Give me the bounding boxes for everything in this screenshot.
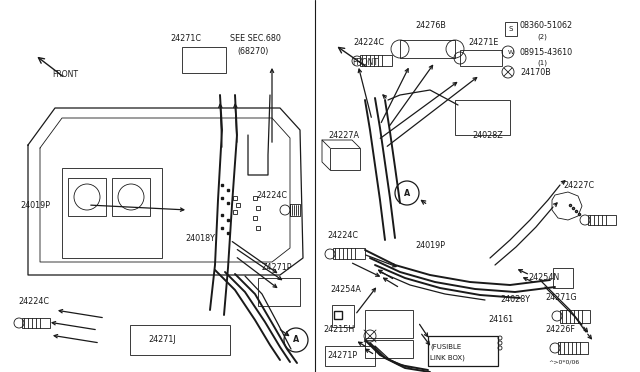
Text: 08360-51062: 08360-51062 [520, 20, 573, 29]
Text: 24028Y: 24028Y [500, 295, 530, 305]
Bar [256, 226, 260, 230]
Bar [253, 196, 257, 200]
Text: 24271G: 24271G [545, 294, 577, 302]
Text: (FUSIBLE: (FUSIBLE [430, 344, 461, 350]
Text: ^>0*0/06: ^>0*0/06 [548, 359, 579, 365]
Text: 24170B: 24170B [520, 67, 551, 77]
Bar [455, 100, 510, 135]
Text: 24227A: 24227A [328, 131, 359, 140]
Bar [325, 346, 375, 366]
Bar [588, 215, 616, 225]
Bar [365, 340, 413, 358]
Bar [330, 148, 360, 170]
Text: 24227C: 24227C [563, 180, 594, 189]
Text: 24254N: 24254N [528, 273, 559, 282]
Text: 08915-43610: 08915-43610 [520, 48, 573, 57]
Bar [182, 47, 226, 73]
Text: FRONT: FRONT [352, 58, 378, 67]
Text: 24276B: 24276B [415, 20, 446, 29]
Text: 24224C: 24224C [256, 190, 287, 199]
Bar [233, 196, 237, 200]
Text: 24254A: 24254A [330, 285, 361, 295]
Text: Z4271P: Z4271P [262, 263, 292, 273]
Bar [365, 310, 413, 338]
Bar [256, 206, 260, 210]
Bar [560, 310, 590, 323]
Bar [112, 178, 150, 216]
Text: 24018Y: 24018Y [185, 234, 215, 243]
Text: 24028Z: 24028Z [472, 131, 503, 140]
Text: 24161: 24161 [488, 315, 513, 324]
Text: 24019P: 24019P [415, 241, 445, 250]
Text: 24226F: 24226F [545, 326, 575, 334]
Bar [22, 318, 50, 328]
Text: 24215H: 24215H [323, 326, 355, 334]
Text: (68270): (68270) [237, 46, 268, 55]
Text: A: A [404, 189, 410, 198]
Bar [233, 210, 237, 214]
Bar [460, 50, 502, 66]
Bar [333, 248, 365, 259]
Bar [558, 342, 588, 354]
Bar [253, 216, 257, 220]
Bar [360, 55, 392, 66]
Text: A: A [293, 336, 299, 344]
Text: FRONT: FRONT [52, 70, 78, 78]
Bar [68, 178, 106, 216]
Bar [553, 268, 573, 288]
Text: 24271C: 24271C [170, 33, 201, 42]
Text: 24224C: 24224C [18, 298, 49, 307]
Text: (2): (2) [537, 34, 547, 40]
Text: S: S [509, 26, 513, 32]
Text: W: W [508, 49, 514, 55]
Text: 24019P: 24019P [20, 201, 50, 209]
Text: 24224C: 24224C [327, 231, 358, 240]
Bar [258, 278, 300, 306]
Bar [505, 22, 517, 36]
Bar [428, 336, 498, 366]
Text: LINK BOX): LINK BOX) [430, 355, 465, 361]
Text: 24271J: 24271J [148, 336, 175, 344]
Bar [62, 168, 162, 258]
Text: (1): (1) [537, 60, 547, 66]
Bar [400, 40, 455, 58]
Bar [236, 203, 240, 207]
Bar [332, 305, 354, 327]
Text: 24224C: 24224C [353, 38, 384, 46]
Text: SEE SEC.680: SEE SEC.680 [230, 33, 281, 42]
Text: 24271E: 24271E [468, 38, 499, 46]
Bar [130, 325, 230, 355]
Text: 24271P: 24271P [327, 352, 357, 360]
